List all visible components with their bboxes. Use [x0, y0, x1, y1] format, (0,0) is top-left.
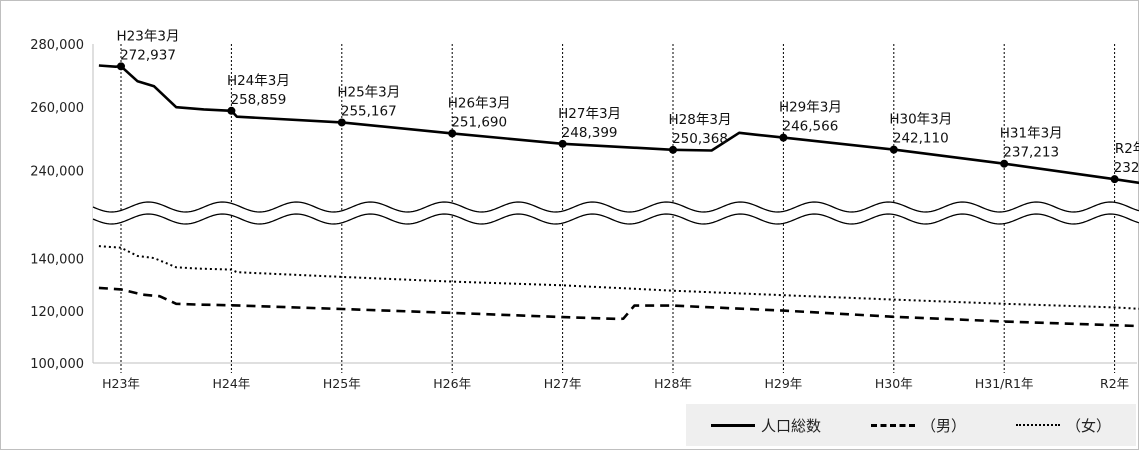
series-line-dot — [98, 245, 1139, 310]
x-tick-label: H25年 — [323, 376, 361, 391]
axis-break-wave-bottom — [92, 213, 1139, 225]
data-point-marker — [227, 106, 236, 115]
y-tick-label: 280,000 — [30, 38, 84, 53]
legend-label-male: （男） — [920, 416, 966, 435]
annotation-date: H26年3月 — [448, 95, 511, 111]
x-tick-label: H23年 — [102, 376, 140, 391]
x-tick-label: H24年 — [212, 376, 250, 391]
annotation-value: 232,066 — [1114, 160, 1139, 176]
axis-break-wave-top — [92, 201, 1139, 213]
annotation-date: H30年3月 — [889, 112, 952, 128]
annotation-date: H24年3月 — [227, 73, 290, 89]
x-tick-label: H30年 — [875, 376, 913, 391]
legend-item-male: （男） — [870, 415, 966, 436]
y-tick-label: 240,000 — [30, 164, 84, 179]
legend-item-total: 人口総数 — [710, 415, 821, 436]
x-tick-label: H29年 — [764, 376, 802, 391]
legend-swatch-dash — [870, 423, 915, 427]
legend-label-female: （女） — [1065, 416, 1111, 435]
legend-swatch-dot — [1015, 424, 1060, 426]
annotation-date: H28年3月 — [669, 112, 732, 128]
annotation-value: 251,690 — [451, 114, 507, 130]
legend-label-total: 人口総数 — [760, 416, 821, 435]
y-tick-label: 260,000 — [30, 101, 84, 116]
annotation-date: H29年3月 — [779, 100, 842, 116]
annotation-date: H23年3月 — [117, 28, 180, 44]
data-point-marker — [669, 145, 677, 154]
x-tick-label: H26年 — [433, 376, 471, 391]
legend-swatch-solid — [710, 423, 755, 427]
x-tick-label: H31/R1年 — [975, 376, 1034, 391]
data-point-marker — [1000, 159, 1009, 168]
annotation-value: 258,859 — [230, 92, 286, 108]
annotation-value: 255,167 — [341, 103, 397, 119]
annotation-value: 248,399 — [562, 125, 618, 141]
annotation-date: R2年3月 — [1115, 141, 1139, 157]
annotation-date: H25年3月 — [337, 84, 400, 100]
annotation-value: 250,368 — [672, 131, 728, 147]
data-point-marker — [448, 129, 457, 138]
annotation-value: 272,937 — [120, 47, 176, 63]
x-tick-label: R2年 — [1100, 376, 1129, 391]
annotation-date: H27年3月 — [558, 106, 621, 122]
data-point-marker — [889, 145, 898, 154]
annotation-value: 237,213 — [1003, 145, 1059, 161]
data-point-marker — [1110, 175, 1119, 184]
annotation-value: 242,110 — [893, 131, 949, 147]
y-tick-label: 100,000 — [30, 357, 84, 372]
x-tick-label: H27年 — [544, 376, 582, 391]
data-point-marker — [117, 62, 125, 71]
axis-break-band — [93, 202, 1139, 224]
data-point-marker — [779, 133, 788, 142]
y-tick-label: 120,000 — [30, 305, 84, 320]
x-tick-label: H28年 — [654, 376, 692, 391]
annotation-value: 246,566 — [782, 119, 838, 135]
legend-item-female: （女） — [1015, 415, 1111, 436]
y-tick-label: 140,000 — [30, 253, 84, 268]
annotation-date: H31年3月 — [1000, 126, 1063, 142]
series-line-dash — [98, 286, 1139, 328]
data-point-marker — [558, 139, 567, 148]
chart-legend: 人口総数 （男） （女） — [686, 404, 1136, 446]
data-point-marker — [337, 118, 346, 127]
